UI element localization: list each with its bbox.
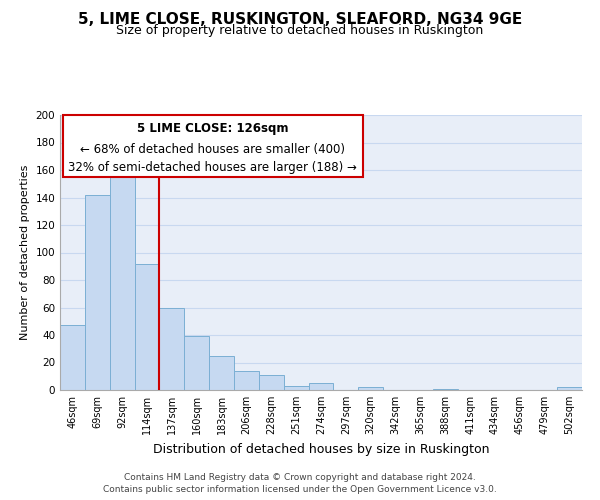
- Y-axis label: Number of detached properties: Number of detached properties: [20, 165, 30, 340]
- Bar: [433, 388, 458, 390]
- Text: 5, LIME CLOSE, RUSKINGTON, SLEAFORD, NG34 9GE: 5, LIME CLOSE, RUSKINGTON, SLEAFORD, NG3…: [78, 12, 522, 28]
- Bar: [160, 308, 184, 390]
- Bar: [308, 383, 334, 390]
- Bar: [134, 264, 160, 390]
- FancyBboxPatch shape: [62, 115, 363, 177]
- Bar: [209, 356, 234, 390]
- Bar: [358, 387, 383, 390]
- Bar: [110, 172, 134, 390]
- Text: Size of property relative to detached houses in Ruskington: Size of property relative to detached ho…: [116, 24, 484, 37]
- Text: 32% of semi-detached houses are larger (188) →: 32% of semi-detached houses are larger (…: [68, 161, 357, 174]
- Bar: [557, 387, 582, 390]
- X-axis label: Distribution of detached houses by size in Ruskington: Distribution of detached houses by size …: [153, 442, 489, 456]
- Bar: [85, 194, 110, 390]
- Bar: [184, 336, 209, 390]
- Text: Contains HM Land Registry data © Crown copyright and database right 2024.: Contains HM Land Registry data © Crown c…: [124, 473, 476, 482]
- Bar: [259, 375, 284, 390]
- Text: ← 68% of detached houses are smaller (400): ← 68% of detached houses are smaller (40…: [80, 142, 345, 156]
- Text: Contains public sector information licensed under the Open Government Licence v3: Contains public sector information licen…: [103, 484, 497, 494]
- Bar: [284, 386, 308, 390]
- Bar: [60, 326, 85, 390]
- Text: 5 LIME CLOSE: 126sqm: 5 LIME CLOSE: 126sqm: [137, 122, 289, 135]
- Bar: [234, 371, 259, 390]
